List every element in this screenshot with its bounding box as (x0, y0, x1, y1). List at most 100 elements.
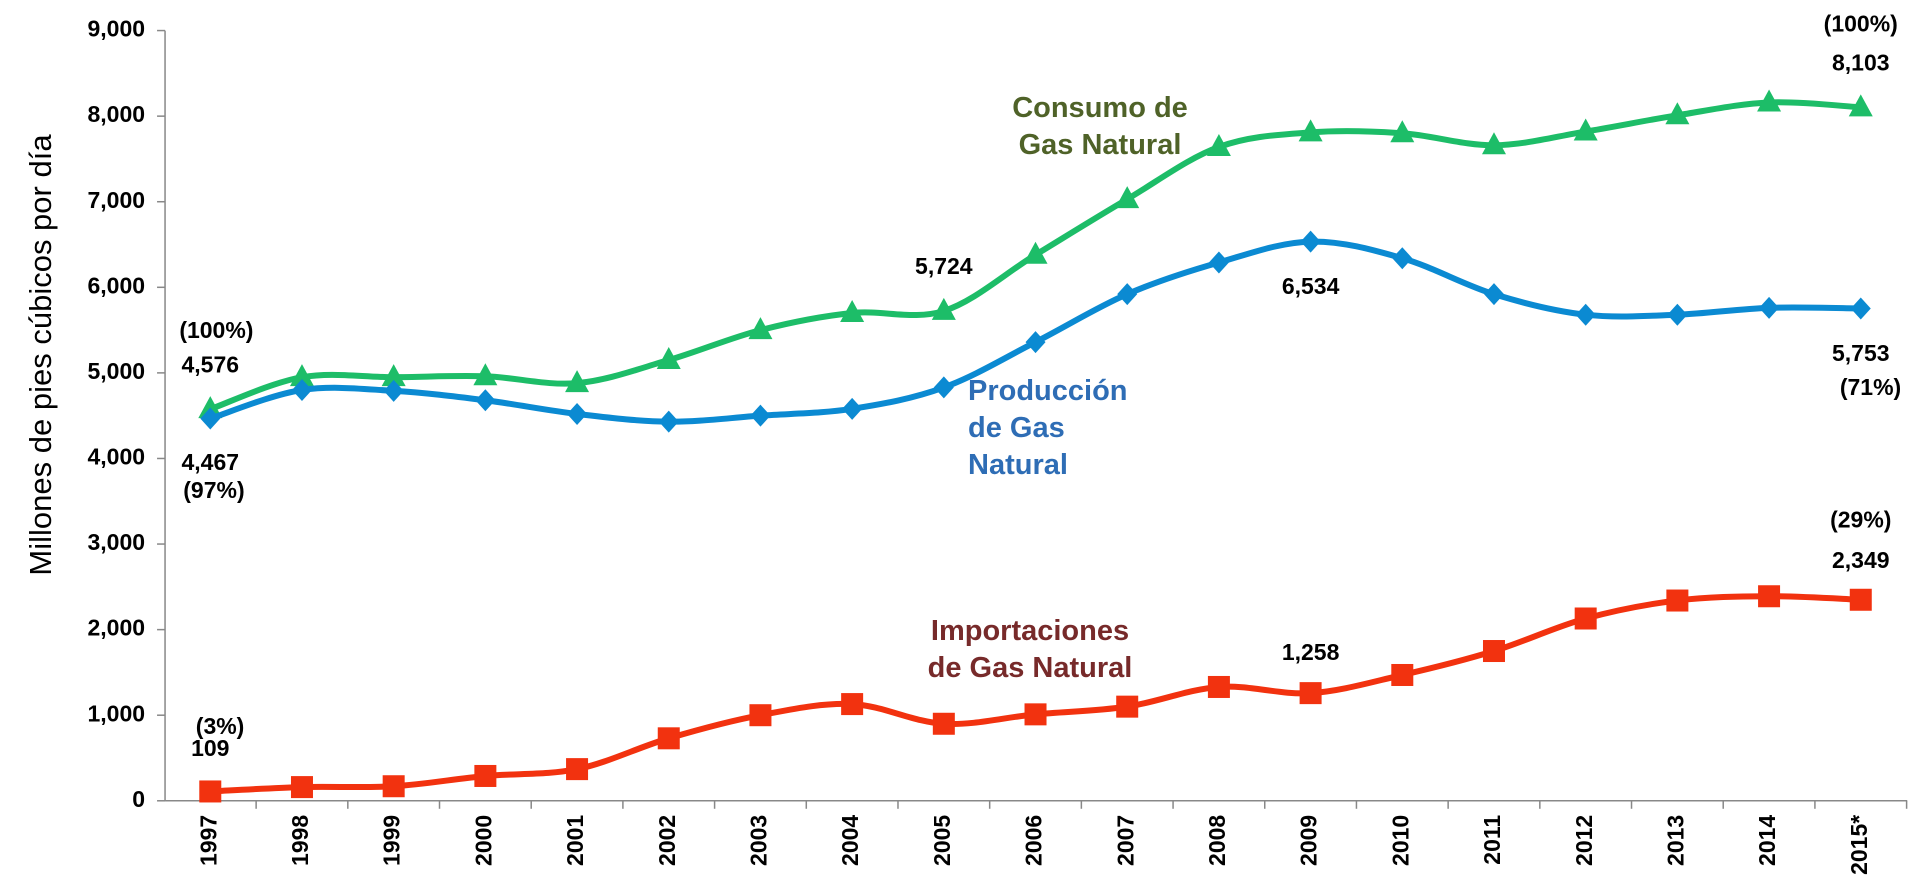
x-tick-label: 2013 (1662, 815, 1688, 866)
marker (289, 364, 314, 387)
marker (1757, 89, 1782, 112)
series-label: Consumo de Gas Natural (1012, 92, 1188, 161)
marker (382, 775, 405, 798)
marker (1758, 585, 1781, 608)
marker (1300, 230, 1321, 253)
marker (1848, 94, 1873, 117)
series-label: Importaciones de Gas Natural (927, 615, 1133, 684)
marker (473, 363, 498, 386)
marker (1666, 589, 1689, 612)
marker (565, 370, 590, 393)
y-tick-label: 8,000 (87, 101, 145, 127)
marker (383, 379, 404, 402)
marker (1299, 682, 1322, 705)
marker (842, 397, 863, 420)
marker (1850, 297, 1871, 320)
y-axis-label: Millones de pies cúbicos por día (23, 134, 58, 576)
x-tick-label: 2000 (470, 815, 496, 866)
marker (381, 364, 406, 387)
marker (1574, 607, 1597, 630)
y-tick-label: 6,000 (87, 272, 145, 298)
marker (1117, 283, 1138, 306)
y-tick-label: 0 (132, 786, 145, 812)
marker (933, 376, 954, 399)
y-tick-label: 2,000 (87, 615, 145, 641)
marker (200, 407, 221, 430)
marker (1024, 703, 1047, 726)
marker (1025, 331, 1046, 354)
data-label: 6,534 (1282, 273, 1340, 299)
marker (474, 764, 497, 787)
marker (1298, 119, 1323, 142)
marker (840, 299, 865, 322)
marker (1481, 132, 1506, 155)
marker (932, 712, 955, 735)
x-tick-label: 1997 (195, 815, 221, 866)
marker (1575, 303, 1596, 326)
marker (1392, 247, 1413, 270)
marker (198, 396, 223, 419)
y-tick-label: 3,000 (87, 529, 145, 555)
marker (1206, 133, 1231, 156)
marker (567, 402, 588, 425)
share-label: (71%) (1840, 374, 1901, 400)
marker (1391, 663, 1414, 686)
x-tick-label: 2011 (1479, 815, 1505, 865)
marker (291, 379, 312, 402)
y-tick-label: 5,000 (87, 358, 145, 384)
x-tick-label: 2012 (1571, 815, 1597, 866)
marker (748, 317, 773, 340)
share-label: (97%) (183, 477, 244, 503)
share-label: (100%) (1824, 10, 1898, 36)
share-label: (100%) (179, 317, 253, 343)
marker (566, 758, 589, 781)
marker (1023, 241, 1048, 264)
x-tick-label: 2008 (1204, 815, 1230, 866)
marker (1483, 283, 1504, 306)
data-label: 5,753 (1832, 340, 1890, 366)
marker (1390, 120, 1415, 143)
data-label: 4,467 (182, 449, 240, 475)
y-tick-label: 4,000 (87, 444, 145, 470)
x-tick-label: 1999 (379, 815, 405, 866)
marker (1573, 118, 1598, 141)
marker (841, 693, 864, 716)
series-label: Producción de Gas Natural (968, 375, 1128, 481)
x-tick-label: 2007 (1112, 815, 1138, 866)
marker (750, 404, 771, 427)
marker (656, 347, 681, 370)
marker (1115, 186, 1140, 209)
marker (290, 776, 313, 799)
marker (199, 780, 222, 803)
x-tick-label: 2015* (1846, 815, 1872, 875)
marker (1849, 588, 1872, 611)
y-tick-label: 1,000 (87, 700, 145, 726)
marker (657, 727, 680, 750)
y-tick-label: 7,000 (87, 187, 145, 213)
x-tick-label: 2003 (746, 815, 772, 866)
x-tick-label: 2009 (1296, 815, 1322, 866)
x-tick-label: 1998 (287, 815, 313, 866)
marker (1482, 640, 1505, 663)
x-tick-label: 2014 (1754, 815, 1780, 866)
x-tick-label: 2004 (837, 815, 863, 866)
data-label: 4,576 (182, 351, 240, 377)
marker (1665, 102, 1690, 125)
x-tick-label: 2010 (1387, 815, 1413, 866)
data-label: 1,258 (1282, 639, 1340, 665)
data-label: 5,724 (915, 253, 973, 279)
x-tick-label: 2002 (654, 815, 680, 866)
x-tick-label: 2001 (562, 815, 588, 866)
marker (749, 704, 772, 727)
marker (1116, 695, 1139, 718)
marker (1207, 675, 1230, 698)
x-tick-label: 2005 (929, 815, 955, 866)
share-label: (3%) (196, 713, 245, 739)
marker (475, 389, 496, 412)
share-label: (29%) (1830, 507, 1891, 533)
marker (931, 297, 956, 320)
marker (1759, 296, 1780, 319)
data-label: 8,103 (1832, 50, 1890, 76)
